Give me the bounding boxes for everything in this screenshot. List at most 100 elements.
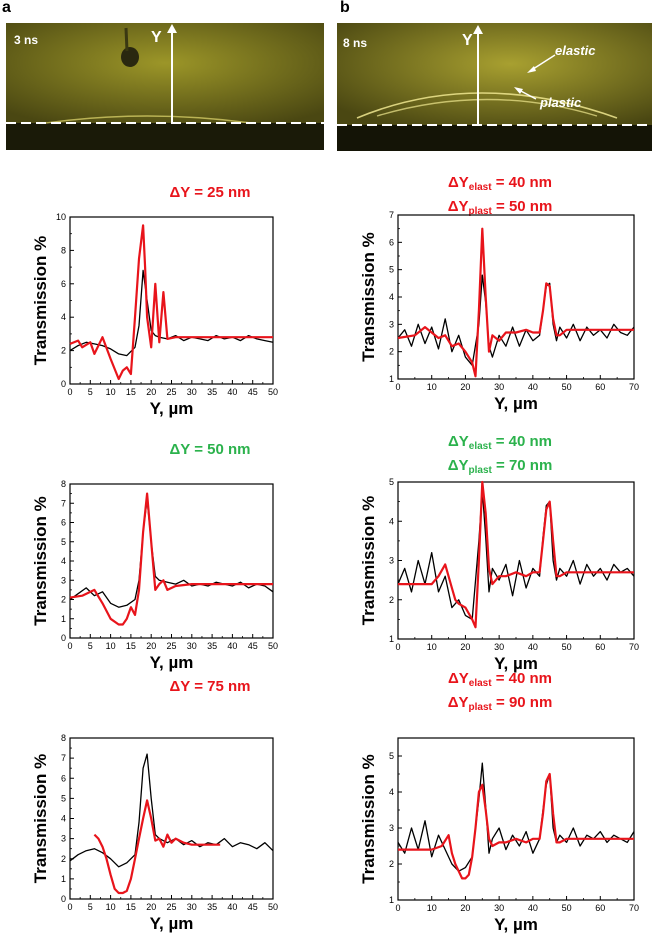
plot-frame bbox=[69, 483, 274, 639]
chart-svg-b1: 0 10 20 30 40 50 60 70 1 2 3 4 5 6 7 Y, µm Transmission … bbox=[359, 210, 639, 413]
x-tick-label: 50 bbox=[562, 642, 572, 652]
series-line-red bbox=[69, 492, 273, 626]
x-axis-title: Y, µm bbox=[494, 654, 538, 673]
x-tick-label: 20 bbox=[460, 642, 470, 652]
x-tick-label: 70 bbox=[629, 382, 639, 392]
x-tick-label: 10 bbox=[106, 387, 116, 397]
y-tick-label: 1 bbox=[61, 614, 66, 624]
elastic-label: elastic bbox=[555, 43, 596, 58]
x-tick-label: 10 bbox=[106, 902, 116, 912]
series-line-black bbox=[397, 489, 635, 621]
x-axis-title: Y, µm bbox=[150, 399, 194, 418]
y-tick-label: 4 bbox=[389, 292, 394, 302]
y-tick-label: 3 bbox=[389, 556, 394, 566]
panel-letter-a: a bbox=[2, 0, 11, 16]
x-tick-label: 10 bbox=[427, 382, 437, 392]
y-tick-label: 0 bbox=[61, 379, 66, 389]
y-axis-title: Transmission % bbox=[31, 754, 50, 883]
y-tick-label: 4 bbox=[389, 787, 394, 797]
y-tick-label: 10 bbox=[56, 212, 66, 222]
x-tick-label: 60 bbox=[595, 642, 605, 652]
micrograph-8ns: 8 ns Y elastic plastic bbox=[337, 23, 652, 151]
y-tick-label: 8 bbox=[61, 245, 66, 255]
x-tick-label: 25 bbox=[166, 902, 176, 912]
x-tick-label: 50 bbox=[562, 903, 572, 913]
y-tick-label: 4 bbox=[61, 814, 66, 824]
y-tick-label: 8 bbox=[61, 733, 66, 743]
y-tick-label: 2 bbox=[389, 595, 394, 605]
time-label-8ns: 8 ns bbox=[343, 36, 368, 50]
x-tick-label: 35 bbox=[207, 387, 217, 397]
y-tick-label: 2 bbox=[61, 346, 66, 356]
series-line-red bbox=[397, 227, 634, 378]
y-axis-label-a: Y bbox=[151, 29, 162, 46]
x-tick-label: 40 bbox=[528, 382, 538, 392]
y-axis-title: Transmission % bbox=[31, 236, 50, 365]
x-tick-label: 15 bbox=[126, 641, 136, 651]
x-tick-label: 25 bbox=[166, 387, 176, 397]
chart-svg-a1: 0 5 10 15 20 25 30 35 40 45 50 0 2 4 6 8 10 Y, µm Transmis… bbox=[31, 212, 278, 418]
plastic-label: plastic bbox=[540, 95, 582, 110]
y-axis-title: Transmission % bbox=[359, 232, 378, 361]
y-tick-label: 6 bbox=[389, 237, 394, 247]
x-tick-label: 0 bbox=[67, 641, 72, 651]
x-tick-label: 20 bbox=[460, 903, 470, 913]
x-tick-label: 30 bbox=[494, 642, 504, 652]
panel-letter-b: b bbox=[340, 0, 350, 16]
y-tick-label: 6 bbox=[61, 279, 66, 289]
y-tick-label: 7 bbox=[61, 753, 66, 763]
x-tick-label: 20 bbox=[146, 902, 156, 912]
micrograph-8ns-art bbox=[337, 23, 652, 151]
delta-label-a2: ΔY = 50 nm bbox=[169, 441, 251, 458]
x-tick-label: 30 bbox=[494, 382, 504, 392]
x-tick-label: 60 bbox=[595, 903, 605, 913]
delta-label-a3: ΔY = 75 nm bbox=[169, 678, 251, 695]
x-tick-label: 0 bbox=[395, 903, 400, 913]
x-tick-label: 20 bbox=[146, 641, 156, 651]
x-tick-label: 30 bbox=[187, 641, 197, 651]
plot-frame bbox=[397, 737, 635, 901]
series-line-black bbox=[69, 753, 274, 868]
x-axis-title: Y, µm bbox=[494, 915, 538, 934]
plot-frame bbox=[69, 216, 274, 385]
y-axis-label-b: Y bbox=[462, 32, 473, 49]
y-tick-label: 0 bbox=[61, 894, 66, 904]
x-tick-label: 5 bbox=[88, 641, 93, 651]
y-axis-title: Transmission % bbox=[31, 496, 50, 625]
time-label-3ns: 3 ns bbox=[14, 33, 39, 47]
y-tick-label: 1 bbox=[389, 634, 394, 644]
x-tick-label: 60 bbox=[595, 382, 605, 392]
x-tick-label: 70 bbox=[629, 903, 639, 913]
x-tick-label: 50 bbox=[268, 641, 278, 651]
plot-frame bbox=[69, 737, 274, 900]
x-tick-label: 10 bbox=[427, 642, 437, 652]
y-tick-label: 2 bbox=[389, 859, 394, 869]
x-tick-label: 30 bbox=[494, 903, 504, 913]
y-tick-label: 3 bbox=[61, 575, 66, 585]
y-tick-label: 4 bbox=[389, 516, 394, 526]
x-tick-label: 15 bbox=[126, 902, 136, 912]
x-tick-label: 40 bbox=[227, 641, 237, 651]
y-tick-label: 3 bbox=[389, 319, 394, 329]
x-tick-label: 20 bbox=[146, 387, 156, 397]
x-tick-label: 10 bbox=[427, 903, 437, 913]
chart-svg-b3: 0 10 20 30 40 50 60 70 1 2 3 4 5 Y, µm Transmission % bbox=[359, 737, 639, 934]
y-axis-title: Transmission % bbox=[359, 496, 378, 625]
x-axis-title: Y, µm bbox=[150, 653, 194, 672]
x-axis-title: Y, µm bbox=[150, 914, 194, 933]
x-axis-title: Y, µm bbox=[494, 394, 538, 413]
chart-a1: 0 5 10 15 20 25 30 35 40 45 50 0 2 4 6 8 10 Y, µm Transmis… bbox=[0, 205, 330, 420]
y-tick-label: 5 bbox=[61, 793, 66, 803]
x-tick-label: 5 bbox=[88, 387, 93, 397]
x-tick-label: 10 bbox=[106, 641, 116, 651]
y-tick-label: 6 bbox=[61, 773, 66, 783]
x-tick-label: 50 bbox=[562, 382, 572, 392]
series-line-black bbox=[397, 762, 635, 872]
series-line-red bbox=[93, 799, 221, 895]
y-tick-label: 3 bbox=[61, 834, 66, 844]
y-tick-label: 2 bbox=[61, 854, 66, 864]
x-tick-label: 30 bbox=[187, 387, 197, 397]
x-tick-label: 15 bbox=[126, 387, 136, 397]
